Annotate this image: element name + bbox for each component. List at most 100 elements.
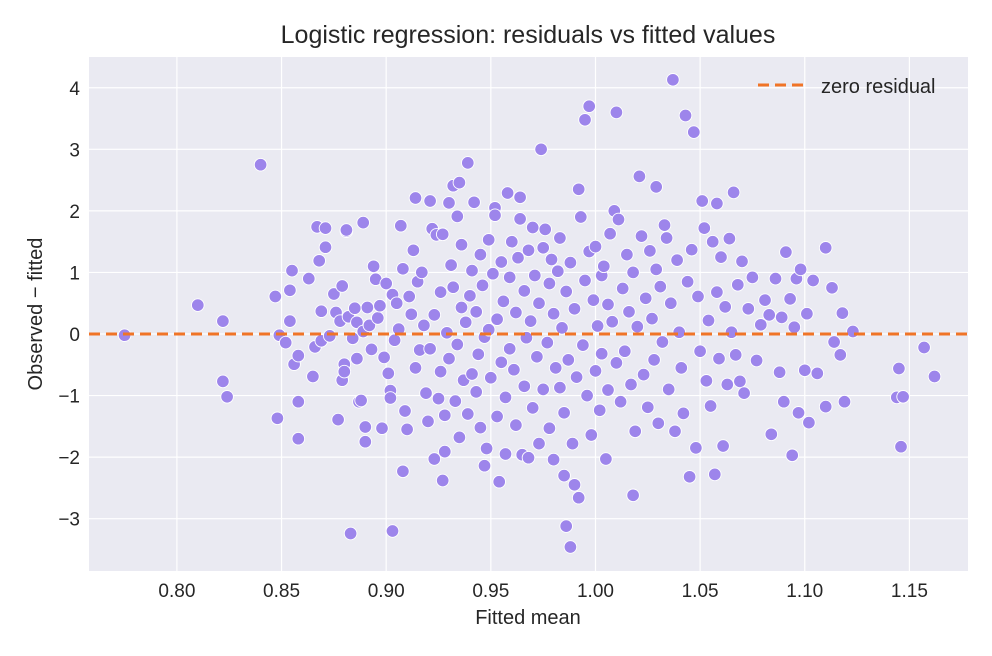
scatter-point xyxy=(528,268,542,283)
scatter-point xyxy=(917,340,931,355)
scatter-point xyxy=(435,227,450,242)
y-tick-label: 4 xyxy=(69,79,80,100)
scatter-point xyxy=(561,353,576,367)
scatter-point xyxy=(641,400,655,415)
scatter-points xyxy=(117,73,942,554)
scatter-point xyxy=(818,399,833,414)
scatter-point xyxy=(465,263,479,278)
scatter-point xyxy=(605,314,619,329)
scatter-point xyxy=(343,526,358,541)
scatter-point xyxy=(486,266,500,281)
scatter-point xyxy=(379,276,393,291)
y-tick-label: −1 xyxy=(58,387,80,408)
scatter-point xyxy=(438,444,452,459)
scatter-point xyxy=(521,243,536,258)
scatter-point xyxy=(728,348,743,362)
scatter-point xyxy=(473,420,488,435)
scatter-point xyxy=(446,280,460,294)
scatter-point xyxy=(762,308,776,322)
scatter-point xyxy=(680,274,695,289)
scatter-point xyxy=(469,305,483,319)
scatter-point xyxy=(613,394,628,409)
scatter-point xyxy=(894,439,908,454)
scatter-point xyxy=(586,293,601,307)
scatter-point xyxy=(664,296,678,310)
scatter-point xyxy=(655,335,670,349)
scatter-point xyxy=(408,361,423,375)
scatter-point xyxy=(597,259,611,274)
scatter-point xyxy=(452,175,467,190)
scatter-point xyxy=(253,157,268,172)
scatter-point xyxy=(490,312,504,326)
x-tick-label: 0.85 xyxy=(263,581,300,602)
scatter-point xyxy=(772,365,787,379)
scatter-point xyxy=(278,335,293,350)
scatter-point xyxy=(406,243,421,258)
scatter-point xyxy=(563,540,578,554)
scatter-point xyxy=(513,190,527,205)
scatter-point xyxy=(557,406,571,420)
scatter-point xyxy=(659,231,674,245)
scatter-point xyxy=(590,319,605,333)
scatter-point xyxy=(433,364,448,379)
scatter-point xyxy=(302,271,316,286)
scatter-point xyxy=(400,422,414,437)
scatter-point xyxy=(649,180,663,194)
scatter-point xyxy=(402,289,416,304)
scatter-point xyxy=(563,255,578,270)
scatter-point xyxy=(726,185,741,200)
scatter-point xyxy=(362,318,377,333)
scatter-point xyxy=(818,241,833,255)
scatter-point xyxy=(609,105,624,120)
scatter-point xyxy=(594,346,609,361)
scatter-point xyxy=(389,296,404,310)
scatter-point xyxy=(546,452,561,467)
scatter-point xyxy=(638,291,653,306)
x-tick-label: 1.10 xyxy=(786,581,823,602)
scatter-point xyxy=(525,220,540,235)
scatter-point xyxy=(536,241,550,255)
scatter-point xyxy=(559,519,573,533)
scatter-point xyxy=(371,311,385,325)
x-tick-label: 0.95 xyxy=(472,581,509,602)
scatter-point xyxy=(377,350,391,365)
scatter-point xyxy=(687,125,701,139)
scatter-point xyxy=(348,301,362,315)
scatter-point xyxy=(668,424,682,439)
scatter-point xyxy=(695,194,709,208)
scatter-point xyxy=(764,427,779,442)
scatter-point xyxy=(576,338,590,352)
scatter-point xyxy=(268,289,283,304)
scatter-point xyxy=(375,421,389,435)
scatter-point xyxy=(777,394,791,409)
scatter-point xyxy=(521,450,536,465)
scatter-point xyxy=(505,234,519,249)
chart-title: Logistic regression: residuals vs fitted… xyxy=(281,21,776,49)
scatter-point xyxy=(523,314,538,328)
scatter-point xyxy=(609,356,624,370)
scatter-point xyxy=(283,283,297,298)
scatter-point xyxy=(536,382,550,397)
scatter-point xyxy=(674,361,689,375)
scatter-point xyxy=(366,259,381,274)
x-axis-label: Fitted mean xyxy=(475,607,581,629)
scatter-point xyxy=(398,404,412,418)
scatter-point xyxy=(322,329,337,343)
scatter-point xyxy=(461,156,475,170)
scatter-point xyxy=(672,325,686,339)
scatter-point xyxy=(216,374,230,389)
scatter-point xyxy=(396,262,410,276)
scatter-point xyxy=(509,305,523,320)
scatter-point xyxy=(733,374,747,389)
scatter-point xyxy=(793,262,808,277)
scatter-point xyxy=(837,394,852,409)
scatter-point xyxy=(496,294,511,309)
scatter-point xyxy=(444,258,458,272)
scatter-point xyxy=(461,407,475,421)
scatter-point xyxy=(285,263,299,278)
scatter-point xyxy=(419,386,433,400)
scatter-point xyxy=(467,195,481,210)
scatter-point xyxy=(306,369,320,384)
scatter-point xyxy=(452,430,467,445)
scatter-point xyxy=(787,320,802,334)
